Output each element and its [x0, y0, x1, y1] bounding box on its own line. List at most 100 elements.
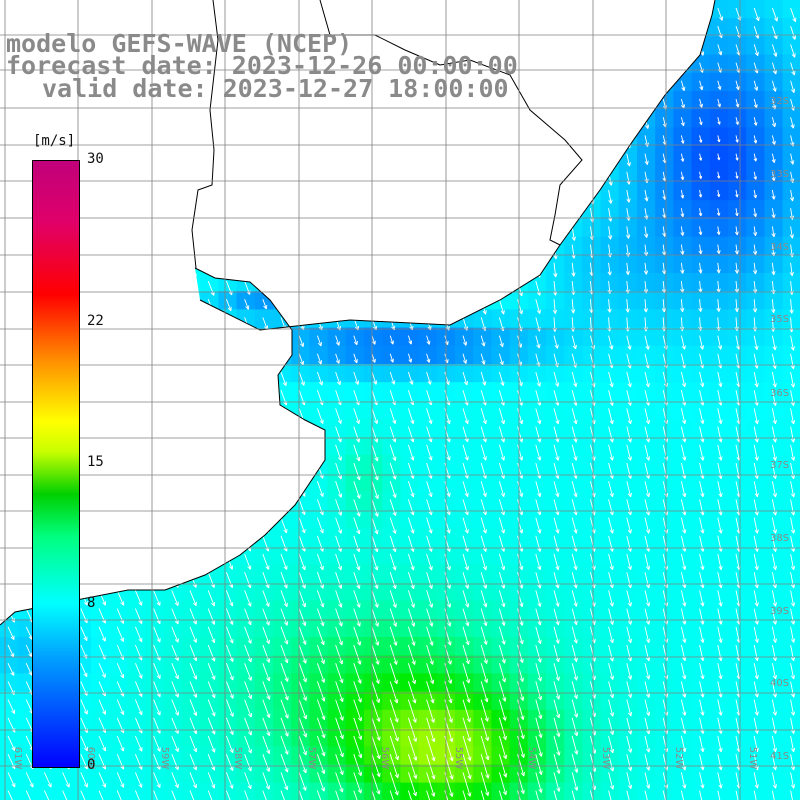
latitude-label: 37S — [770, 460, 789, 471]
speed-cell — [673, 200, 693, 219]
wind-arrow — [462, 590, 470, 608]
speed-cell — [709, 637, 729, 656]
speed-cell — [382, 655, 401, 674]
wind-arrow — [353, 608, 361, 627]
speed-cell — [637, 127, 656, 147]
wind-arrow — [717, 408, 723, 424]
wind-arrow — [262, 681, 271, 700]
wind-arrow — [680, 499, 687, 516]
speed-cell — [473, 618, 492, 638]
speed-cell — [546, 600, 565, 620]
latitude-label: 41S — [770, 751, 789, 762]
wind-arrow — [625, 262, 630, 275]
speed-cell — [764, 618, 784, 638]
speed-cell — [764, 91, 784, 110]
wind-arrow — [771, 262, 776, 276]
wind-arrow — [262, 735, 271, 755]
wind-arrow — [298, 608, 307, 627]
speed-cell — [546, 637, 565, 656]
speed-cell — [637, 436, 656, 456]
speed-cell — [491, 728, 511, 747]
wind-arrow — [498, 772, 508, 796]
speed-cell — [491, 491, 511, 511]
speed-cell — [746, 382, 765, 401]
wind-arrow — [571, 553, 578, 571]
speed-cell — [327, 491, 347, 511]
speed-cell — [327, 455, 347, 474]
wind-arrow — [426, 481, 433, 498]
speed-cell — [782, 782, 800, 800]
speed-cell — [746, 309, 765, 329]
speed-cell — [455, 345, 474, 365]
wind-arrow — [771, 80, 777, 92]
wind-arrow — [553, 772, 561, 792]
speed-cell — [364, 600, 383, 620]
speed-cell — [273, 673, 292, 693]
wind-arrow — [644, 335, 650, 350]
speed-cell — [709, 182, 729, 201]
speed-cell — [709, 418, 729, 438]
wind-arrow — [7, 772, 16, 788]
speed-cell — [728, 637, 747, 656]
wind-arrow — [517, 408, 524, 425]
wind-arrow — [753, 663, 759, 680]
speed-cell — [400, 782, 420, 800]
wind-arrow — [717, 790, 722, 800]
wind-arrow — [717, 572, 723, 589]
speed-cell — [473, 546, 492, 565]
wind-arrow — [116, 735, 125, 752]
speed-cell — [582, 309, 602, 329]
speed-cell — [491, 618, 511, 638]
wind-arrow — [790, 44, 796, 58]
wind-arrow — [316, 681, 326, 702]
wind-arrow — [753, 371, 759, 388]
wind-arrow — [699, 626, 705, 643]
speed-cell — [618, 655, 638, 674]
wind-arrow — [626, 371, 632, 388]
wind-arrow — [771, 608, 778, 625]
wind-arrow — [480, 481, 487, 498]
speed-cell — [600, 709, 620, 729]
speed-cell — [582, 400, 602, 420]
wind-arrow — [280, 699, 289, 719]
speed-cell — [709, 345, 729, 365]
wind-arrow — [371, 644, 380, 665]
wind-arrow — [771, 481, 778, 498]
speed-cell — [309, 582, 329, 602]
speed-cell — [418, 455, 438, 474]
wind-arrow — [644, 408, 651, 425]
wind-arrow — [790, 790, 795, 800]
speed-cell — [618, 200, 638, 219]
wind-arrow — [389, 462, 397, 480]
speed-cell — [382, 746, 401, 765]
speed-cell — [109, 709, 128, 729]
wind-arrow — [680, 335, 686, 350]
wind-arrow — [644, 663, 651, 680]
speed-cell — [400, 455, 420, 474]
speed-cell — [163, 655, 183, 674]
speed-cell — [600, 691, 620, 711]
wind-arrow — [517, 517, 524, 534]
wind-arrow — [717, 663, 723, 680]
speed-cell — [546, 709, 565, 729]
wind-arrow — [371, 462, 379, 481]
speed-cell — [291, 691, 310, 711]
speed-cell — [400, 509, 420, 529]
speed-cell — [673, 491, 693, 511]
speed-cell — [455, 746, 474, 765]
speed-cell — [309, 618, 329, 638]
speed-cell — [673, 582, 693, 602]
wind-arrow — [734, 244, 739, 255]
wind-arrow — [717, 80, 722, 90]
wind-arrow — [280, 608, 289, 626]
wind-arrow — [316, 590, 325, 608]
wind-arrow — [608, 408, 614, 425]
speed-cell — [291, 782, 310, 800]
wind-arrow — [771, 499, 778, 516]
speed-cell — [291, 709, 310, 729]
wind-arrow — [498, 735, 508, 760]
speed-cell — [564, 746, 583, 765]
speed-cell — [564, 382, 583, 401]
speed-cell — [782, 236, 800, 256]
wind-arrow — [498, 299, 505, 315]
